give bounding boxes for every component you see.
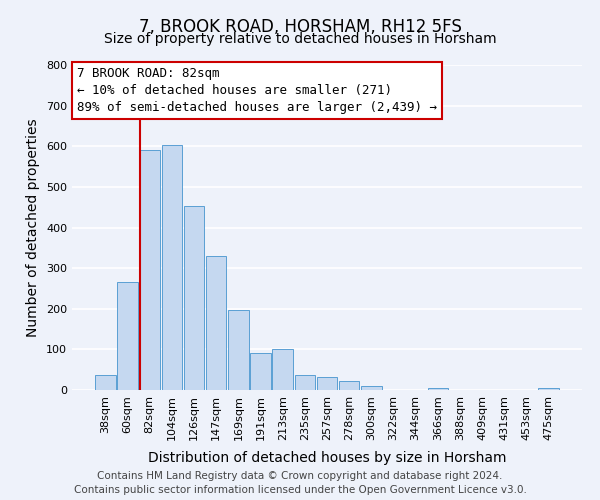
Bar (295, 374, 315, 390)
Bar (538, 388, 559, 390)
Bar (95, 374, 116, 390)
Bar (140, 150, 160, 390)
Bar (184, 206, 204, 390)
Bar (272, 349, 293, 390)
Bar (228, 310, 248, 390)
Text: Contains HM Land Registry data © Crown copyright and database right 2024.
Contai: Contains HM Land Registry data © Crown c… (74, 471, 526, 495)
X-axis label: Distribution of detached houses by size in Horsham: Distribution of detached houses by size … (148, 451, 506, 465)
Bar (339, 381, 359, 390)
Y-axis label: Number of detached properties: Number of detached properties (26, 118, 40, 337)
Bar (250, 353, 271, 390)
Bar (161, 145, 182, 390)
Text: Size of property relative to detached houses in Horsham: Size of property relative to detached ho… (104, 32, 496, 46)
Bar (206, 256, 226, 390)
Bar (118, 282, 138, 390)
Text: 7, BROOK ROAD, HORSHAM, RH12 5FS: 7, BROOK ROAD, HORSHAM, RH12 5FS (139, 18, 461, 36)
Text: 7 BROOK ROAD: 82sqm
← 10% of detached houses are smaller (271)
89% of semi-detac: 7 BROOK ROAD: 82sqm ← 10% of detached ho… (77, 66, 437, 114)
Bar (428, 388, 448, 390)
Bar (317, 377, 337, 390)
Bar (361, 386, 382, 390)
